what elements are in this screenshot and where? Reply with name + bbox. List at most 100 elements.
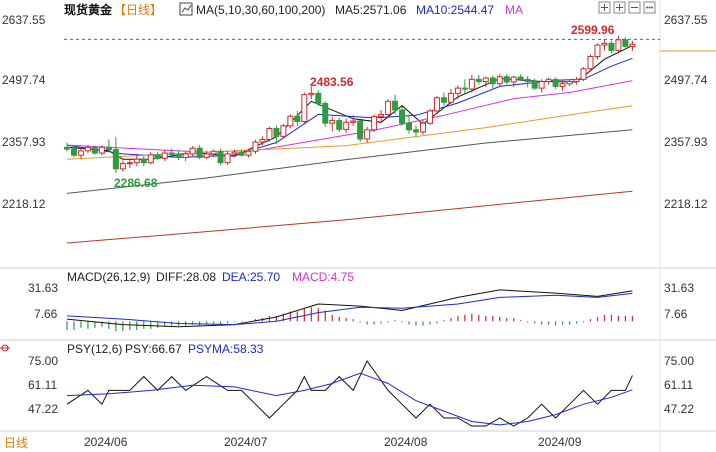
candle-body [350, 120, 357, 123]
x-tick-label: 2024/09 [538, 435, 582, 449]
psy-value: PSY:66.67 [125, 342, 182, 356]
candle-body [70, 148, 77, 156]
candle-body [336, 120, 343, 130]
candle-body [489, 77, 496, 85]
candle-body [622, 39, 629, 47]
symbol-name: 现货黄金 [64, 2, 113, 17]
candle-body [189, 147, 196, 155]
psy-y-tick-left: 75.00 [28, 354, 58, 368]
high-annotation: 2483.56 [310, 75, 354, 89]
psy-y-tick: 61.11 [664, 378, 693, 392]
candle-body [580, 68, 587, 80]
candle-body [98, 146, 105, 154]
y-tick-label: 2497.74 [664, 73, 708, 87]
zoom-out-icon[interactable] [628, 1, 641, 14]
candle-body [608, 42, 615, 51]
candle-body [364, 129, 371, 140]
ma-line-ma100 [66, 129, 633, 194]
candle-body [105, 146, 112, 151]
candle-body [245, 150, 252, 156]
candle-body [559, 83, 566, 87]
psy-y-tick-left: 47.22 [28, 402, 58, 416]
candle-body [259, 138, 266, 143]
macd-dea-line [66, 292, 633, 326]
candle-body [224, 153, 231, 164]
y-tick-label-left: 2497.74 [2, 73, 46, 87]
candle-body [482, 77, 489, 83]
candle-body [531, 81, 538, 89]
candle-body [231, 151, 238, 155]
y-tick-label: 2218.12 [664, 197, 708, 211]
candle-body [406, 122, 413, 131]
candle-body [308, 92, 315, 96]
crosshair-icon[interactable] [0, 344, 10, 352]
candle-body [371, 116, 378, 131]
candle-body [217, 150, 224, 164]
y-tick-label-left: 2218.12 [2, 197, 46, 211]
y-tick-label: 2637.55 [664, 13, 708, 27]
candle-body [64, 146, 70, 150]
candle-body [112, 149, 119, 170]
macd-y-tick: 7.66 [664, 307, 688, 321]
candle-body [413, 129, 419, 133]
y-tick-label-left: 2357.93 [2, 135, 46, 149]
candle-body [161, 152, 168, 159]
candle-body [210, 150, 217, 155]
candle-body [84, 146, 91, 152]
low-annotation: 2286.68 [114, 176, 158, 190]
candle-body [266, 127, 273, 140]
candle-body [273, 127, 280, 137]
macd-dea-value: DEA:25.70 [222, 270, 280, 284]
candle-body [447, 92, 454, 103]
macd-params-label: MACD(26,12,9) [67, 270, 150, 284]
ma10-value: MA10:2544.47 [416, 3, 494, 17]
psy-line [66, 360, 633, 427]
candle-body [287, 115, 294, 127]
candle-body [280, 125, 287, 137]
ma-line-ma60 [66, 105, 633, 160]
zoom-in-icon[interactable] [613, 1, 626, 14]
macd-hist-value: MACD:4.75 [292, 270, 354, 284]
y-tick-label: 2357.93 [664, 135, 708, 149]
candle-body [615, 39, 622, 51]
psy-y-tick: 47.22 [664, 402, 694, 416]
candle-body [238, 151, 245, 156]
y-tick-label-left: 2637.55 [2, 13, 46, 27]
candle-body [510, 76, 517, 83]
macd-layer [66, 289, 633, 332]
candle-body [329, 120, 336, 124]
candle-body [385, 100, 392, 115]
candle-body [468, 78, 475, 90]
move-icon[interactable] [598, 1, 611, 14]
more-icon[interactable] [643, 1, 656, 14]
candle-body [196, 147, 203, 158]
candle-body [440, 97, 447, 103]
candle-body [392, 100, 399, 111]
candle-body [629, 43, 636, 47]
candle-body [503, 76, 510, 83]
macd-y-tick-left: 31.63 [28, 281, 58, 295]
candle-body [524, 78, 531, 83]
candle-body [538, 81, 545, 89]
candle-body [91, 146, 98, 154]
psy-layer [66, 360, 633, 427]
ma-line-ma5 [66, 45, 633, 160]
high-annotation: 2599.96 [571, 23, 615, 37]
psy-params-label: PSY(12,6) [67, 342, 122, 356]
candle-body [426, 110, 433, 124]
macd-y-tick: 31.63 [664, 281, 694, 295]
period-label[interactable]: 【日线】 [114, 3, 162, 17]
candle-body [419, 122, 426, 133]
candle-body [399, 109, 406, 124]
ma-settings-icon[interactable] [179, 2, 193, 16]
psy-y-tick-left: 61.11 [28, 378, 57, 392]
macd-diff-value: DIFF:28.08 [156, 270, 216, 284]
candle-body [147, 154, 154, 164]
candle-body [252, 141, 259, 152]
period-tag[interactable]: 日线 [4, 436, 28, 450]
candle-body [77, 150, 84, 156]
candles-layer [64, 35, 636, 173]
candle-body [552, 78, 559, 87]
ma5-value: MA5:2571.06 [335, 3, 407, 17]
